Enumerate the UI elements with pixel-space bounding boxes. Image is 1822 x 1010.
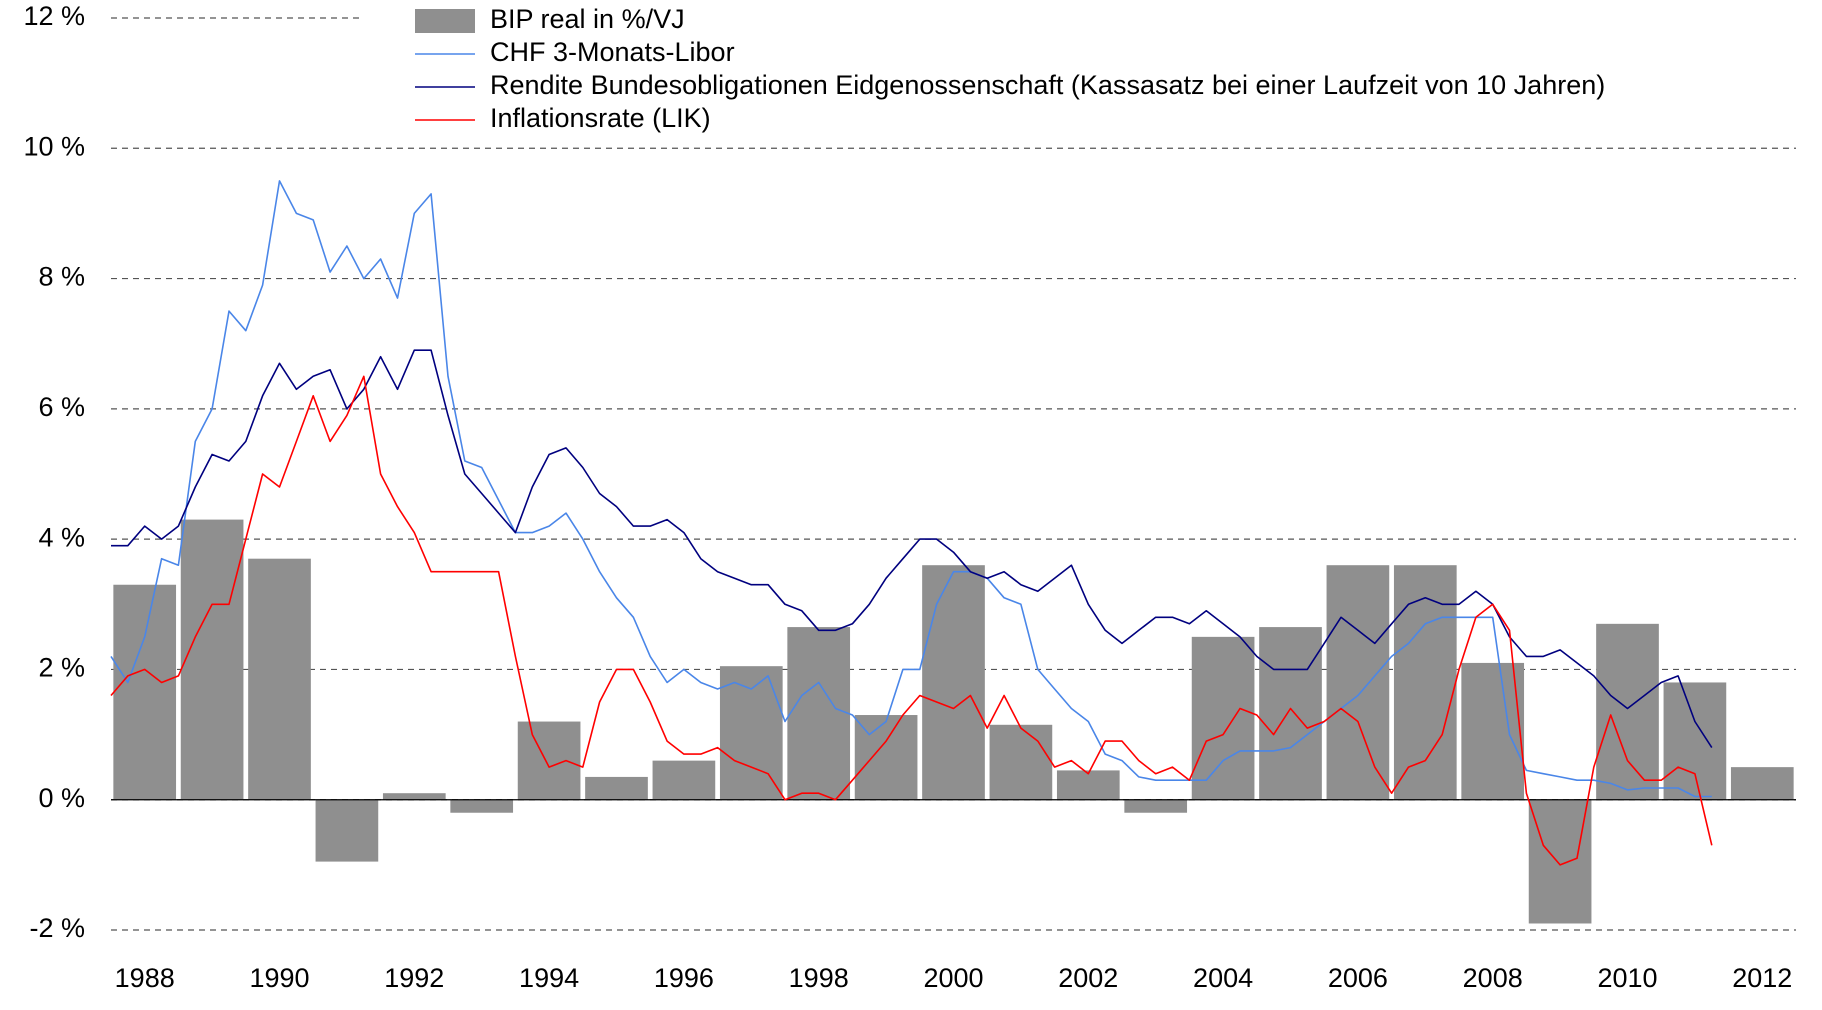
bar <box>1124 799 1188 813</box>
bar <box>248 558 311 800</box>
x-tick-label: 2004 <box>1193 963 1253 993</box>
y-tick-label: 4 % <box>38 522 85 552</box>
bar <box>1056 770 1120 800</box>
legend-label: BIP real in %/VJ <box>490 4 685 34</box>
legend-label: Inflationsrate (LIK) <box>490 103 711 133</box>
legend-background <box>362 0 1822 140</box>
y-tick-label: 10 % <box>23 131 85 161</box>
y-tick-label: 2 % <box>38 653 85 683</box>
x-tick-label: 1988 <box>115 963 175 993</box>
bar <box>1528 799 1592 924</box>
y-tick-label: 6 % <box>38 392 85 422</box>
bar <box>1461 662 1525 800</box>
bar <box>450 799 514 813</box>
bar <box>1596 623 1659 800</box>
x-tick-label: 2006 <box>1328 963 1388 993</box>
bar <box>180 519 244 800</box>
bar <box>585 776 648 800</box>
bar <box>1663 682 1727 800</box>
y-tick-label: 8 % <box>38 262 85 292</box>
line <box>110 180 1712 798</box>
y-tick-label: 0 % <box>38 783 85 813</box>
y-tick-label: 12 % <box>23 1 85 31</box>
bar <box>113 584 177 800</box>
bar <box>652 760 716 800</box>
y-tick-label: -2 % <box>29 913 85 943</box>
x-tick-label: 1990 <box>249 963 309 993</box>
bar <box>1393 565 1457 800</box>
bar <box>719 666 783 800</box>
bar <box>922 565 985 800</box>
bar <box>382 793 446 800</box>
bar <box>1326 565 1390 800</box>
x-tick-label: 1996 <box>654 963 714 993</box>
legend-label: CHF 3-Monats-Libor <box>490 37 735 67</box>
bar <box>1191 636 1255 800</box>
x-tick-label: 2002 <box>1058 963 1118 993</box>
x-tick-label: 2000 <box>923 963 983 993</box>
x-tick-label: 1994 <box>519 963 579 993</box>
line <box>111 349 1713 749</box>
bar <box>315 799 379 862</box>
bar <box>1259 627 1322 800</box>
line <box>110 375 1713 866</box>
x-tick-label: 1998 <box>789 963 849 993</box>
bar <box>517 721 581 800</box>
legend-label: Rendite Bundesobligationen Eidgenossensc… <box>490 70 1605 100</box>
bar <box>1730 767 1794 800</box>
x-tick-label: 1992 <box>384 963 444 993</box>
bar <box>787 627 851 800</box>
legend-swatch <box>415 9 475 33</box>
x-tick-label: 2010 <box>1597 963 1657 993</box>
bar <box>989 724 1053 800</box>
x-tick-label: 2012 <box>1732 963 1792 993</box>
x-tick-label: 2008 <box>1463 963 1523 993</box>
